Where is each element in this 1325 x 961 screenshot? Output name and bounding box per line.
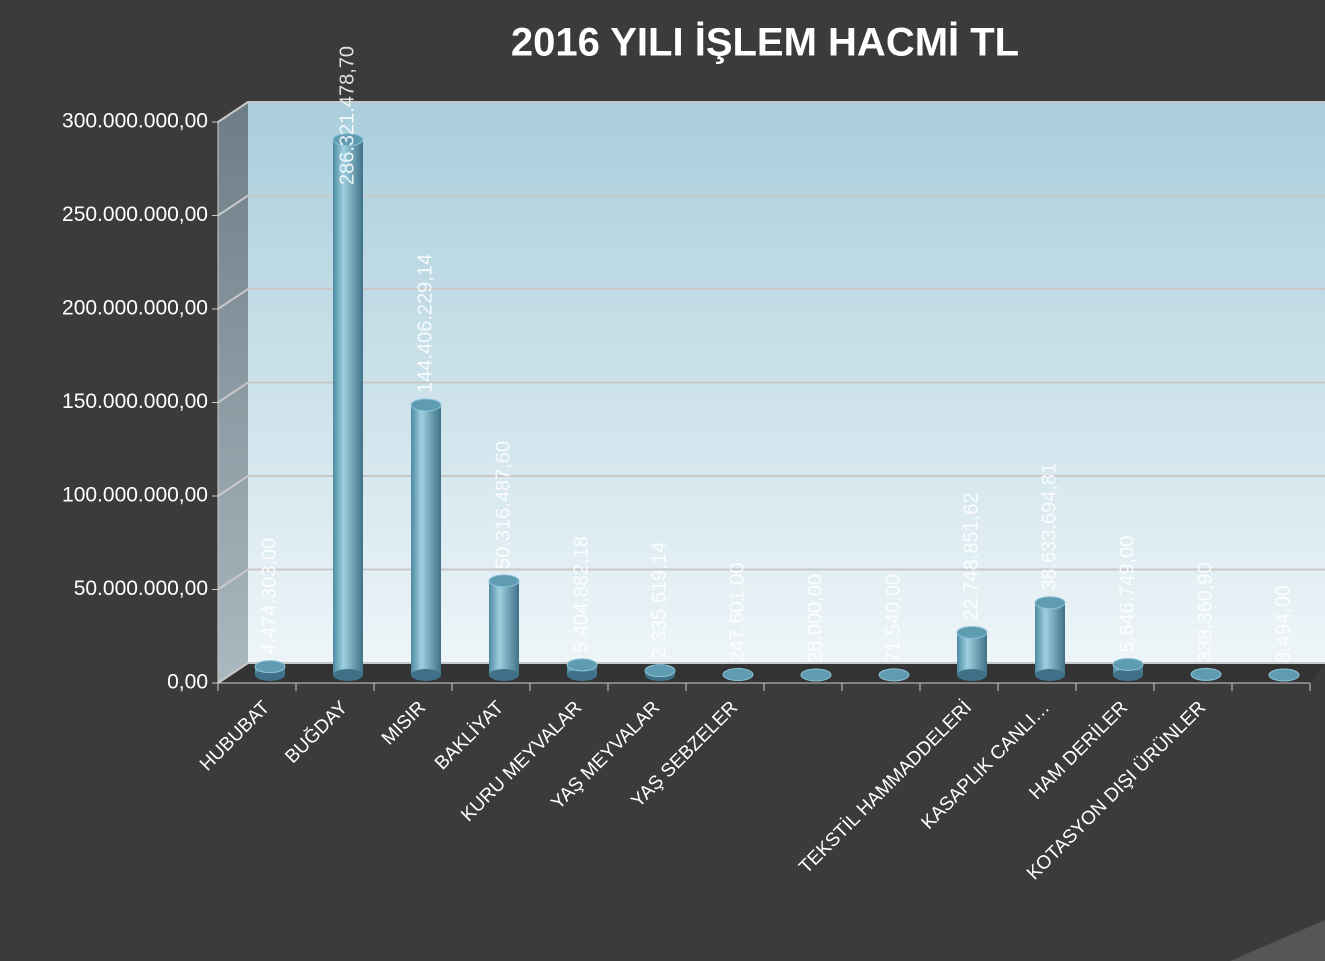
value-label: 4.474.303,00 — [258, 538, 280, 655]
y-tick-label: 100.000.000,00 — [62, 484, 208, 507]
bar — [489, 580, 519, 675]
x-tick-label: MISIR — [378, 697, 430, 749]
bar-top — [644, 664, 676, 678]
x-tick-label: KASAPLIK CANLI… — [918, 697, 1055, 834]
bar-top — [410, 398, 442, 412]
value-label: 28.000,00 — [804, 574, 826, 663]
bar-base — [333, 669, 363, 681]
bar — [1035, 602, 1065, 675]
bar-top — [254, 660, 286, 674]
y-tick-label: 200.000.000,00 — [62, 297, 208, 320]
value-label: 38.633.694,81 — [1038, 463, 1060, 591]
y-tick-label: 250.000.000,00 — [62, 203, 208, 226]
value-label: 50.316.487,60 — [492, 441, 514, 569]
value-label: 144.406.229,14 — [414, 254, 436, 393]
bar — [333, 139, 363, 675]
grid-line — [217, 475, 1325, 497]
value-label: 22.748.851,62 — [960, 493, 982, 621]
bar-top — [332, 133, 364, 147]
x-tick-label: BUĞDAY — [281, 696, 353, 768]
grid-line — [217, 101, 1325, 123]
value-label: 8.494,00 — [1272, 585, 1294, 663]
y-tick-label: 150.000.000,00 — [62, 390, 208, 413]
bar-top — [1112, 657, 1144, 671]
bar-base — [1113, 669, 1143, 681]
value-label: 5.404.882,18 — [570, 536, 592, 653]
x-tick-label: HUBUBAT — [196, 697, 274, 775]
bar-base — [489, 669, 519, 681]
bar-top — [956, 625, 988, 639]
bar-top — [800, 668, 832, 682]
y-tick-label: 300.000.000,00 — [62, 110, 208, 133]
x-tick-label: BAKLİYAT — [431, 697, 508, 774]
value-label: 5.646.749,00 — [1116, 536, 1138, 653]
bar-base — [411, 669, 441, 681]
y-tick-label: 0,00 — [167, 671, 208, 694]
bar-top — [722, 668, 754, 682]
bar — [957, 632, 987, 675]
bar-base — [567, 669, 597, 681]
bar-top — [878, 668, 910, 682]
grid-line — [217, 194, 1325, 217]
chart-title: 2016 YILI İŞLEM HACMİ TL — [511, 21, 1019, 65]
grid-line — [217, 568, 1325, 591]
bar-base — [1035, 669, 1065, 681]
floor — [218, 663, 1325, 683]
bar-top — [1190, 667, 1222, 681]
value-label: 286.321.478,70 — [336, 46, 358, 185]
value-label: 338.360,90 — [1194, 562, 1216, 662]
value-label: 2.335.619,14 — [648, 542, 670, 659]
value-label: 247.601,00 — [726, 562, 748, 662]
bar-top — [566, 658, 598, 672]
y-tick-label: 50.000.000,00 — [74, 577, 208, 600]
corner-decor — [1230, 920, 1325, 961]
grid-line — [217, 288, 1325, 310]
bar-top — [1268, 668, 1300, 682]
bar — [411, 404, 441, 675]
bar-base — [957, 669, 987, 681]
bar-top — [1034, 596, 1066, 610]
value-label: 71.540,00 — [882, 574, 904, 663]
grid-line — [217, 381, 1325, 404]
bar-top — [488, 574, 520, 588]
